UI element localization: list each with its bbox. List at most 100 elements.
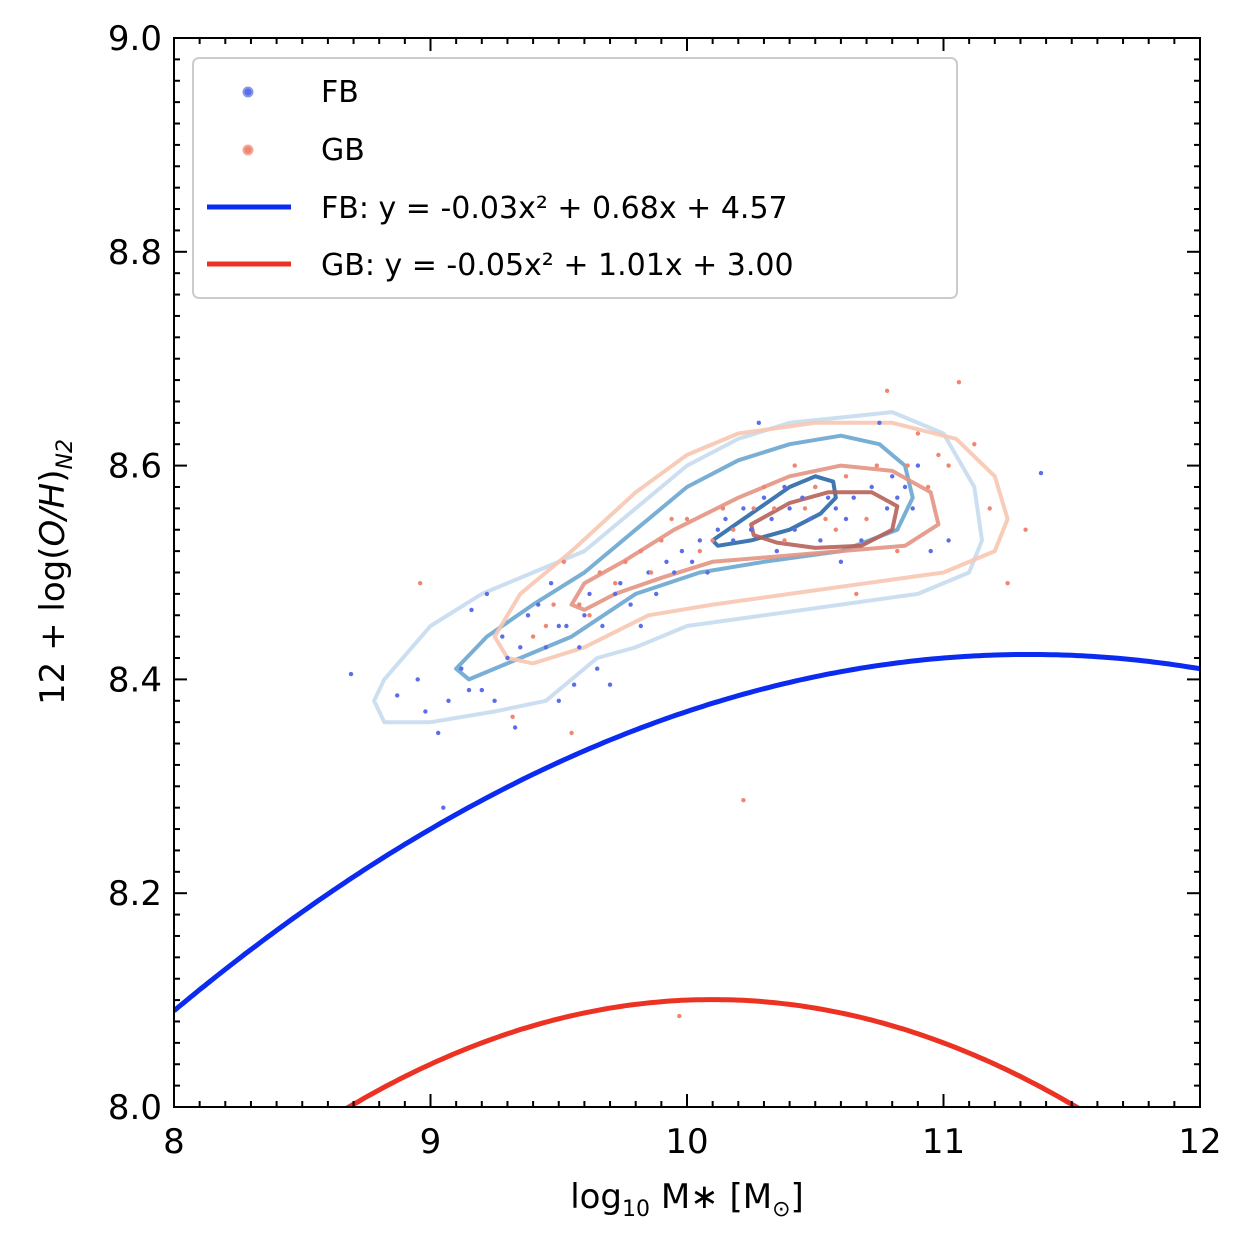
point-gb (946, 463, 951, 468)
contour-fb-inner (710, 474, 838, 548)
point-fb (505, 655, 510, 661)
point-fb (484, 591, 490, 597)
x-axis-label: log10 M∗ [M⊙] (570, 1177, 804, 1222)
point-gb (677, 1013, 682, 1019)
point-gb (510, 714, 515, 719)
scatter-points (348, 380, 1044, 1019)
point-gb (1005, 581, 1010, 586)
point-gb (854, 591, 859, 597)
point-fb (915, 463, 921, 468)
point-fb (774, 548, 779, 554)
point-fb (613, 591, 618, 597)
y-tick-label: 8.6 (108, 447, 162, 487)
point-gb (684, 516, 690, 522)
point-gb (905, 463, 910, 468)
point-fb (423, 709, 428, 714)
x-tick-label: 10 (665, 1122, 708, 1162)
x-tick-label: 8 (163, 1122, 185, 1162)
fit-line-fb (174, 652, 1200, 1013)
point-fb (884, 506, 890, 511)
point-fb (564, 623, 569, 629)
point-gb (925, 484, 931, 490)
point-fb (436, 730, 441, 736)
point-gb (864, 516, 869, 522)
point-gb (587, 613, 592, 618)
point-gb (543, 623, 549, 629)
point-gb (843, 474, 849, 479)
point-fb (654, 591, 659, 597)
point-fb (787, 506, 792, 511)
contour-gb-middle (569, 463, 941, 612)
y-axis-label: 12 + log(O/H)N2 (33, 439, 78, 705)
point-fb (536, 602, 541, 607)
point-fb (441, 805, 446, 810)
point-fb (587, 591, 592, 597)
point-fb (672, 570, 677, 575)
point-fb (946, 538, 951, 543)
fit-line-gb (344, 997, 1082, 1107)
point-fb (415, 677, 420, 682)
point-fb (792, 527, 797, 532)
point-fb (928, 548, 933, 554)
point-gb (530, 634, 536, 639)
point-gb (936, 452, 941, 458)
point-fb (833, 506, 838, 511)
point-gb (551, 602, 556, 607)
contour-gb-inner (749, 490, 900, 550)
legend: FB GB FB: y = -0.03x² + 0.68x + 4.57 GB:… (192, 57, 958, 299)
tick-labels: 8 9 10 11 12 8.0 8.2 8.4 8.6 8.8 9.0 (108, 19, 1222, 1162)
point-fb (492, 698, 497, 703)
point-fb (664, 559, 669, 564)
legend-label-fb: FB (321, 75, 359, 110)
point-fb (479, 687, 484, 693)
point-gb (659, 538, 664, 543)
point-fb (697, 538, 702, 543)
point-fb (715, 527, 720, 532)
point-fb (731, 538, 736, 543)
y-tick-label: 8.0 (108, 1088, 162, 1128)
point-fb (600, 623, 605, 629)
point-gb (813, 484, 818, 490)
y-tick-label: 8.2 (108, 874, 162, 914)
point-fb (748, 527, 754, 532)
point-fb (782, 484, 787, 490)
point-fb (800, 495, 805, 500)
point-fb (723, 516, 728, 522)
point-fb (689, 559, 695, 564)
point-gb (623, 559, 628, 564)
point-fb (756, 420, 761, 425)
point-fb (851, 495, 856, 500)
point-gb (874, 463, 879, 468)
point-fb (638, 623, 643, 629)
point-gb (972, 442, 977, 447)
point-gb (802, 506, 808, 511)
x-tick-label: 9 (420, 1122, 442, 1162)
point-fb (705, 570, 710, 575)
point-fb (348, 671, 354, 677)
point-fb (838, 559, 844, 564)
point-gb (751, 506, 756, 511)
point-gb (761, 484, 767, 490)
point-fb (577, 645, 582, 650)
x-tick-label: 11 (922, 1122, 965, 1162)
point-fb (818, 538, 823, 543)
point-gb (823, 516, 828, 522)
legend-marker-gb (242, 144, 254, 156)
point-gb (569, 730, 574, 736)
point-fb (543, 645, 549, 650)
point-fb (395, 693, 400, 698)
point-gb (833, 527, 838, 532)
y-tick-label: 8.4 (108, 660, 162, 700)
contour-fb-middle (454, 433, 915, 682)
x-tick-label: 12 (1178, 1122, 1221, 1162)
legend-label-fb-fit: FB: y = -0.03x² + 0.68x + 4.57 (321, 191, 788, 226)
point-fb (843, 516, 849, 522)
point-gb (731, 527, 736, 532)
point-fb (571, 682, 577, 687)
point-gb (720, 506, 726, 511)
point-gb (792, 463, 797, 468)
point-fb (890, 474, 895, 479)
point-fb (446, 698, 451, 703)
point-gb (956, 380, 962, 385)
point-fb (618, 581, 623, 586)
